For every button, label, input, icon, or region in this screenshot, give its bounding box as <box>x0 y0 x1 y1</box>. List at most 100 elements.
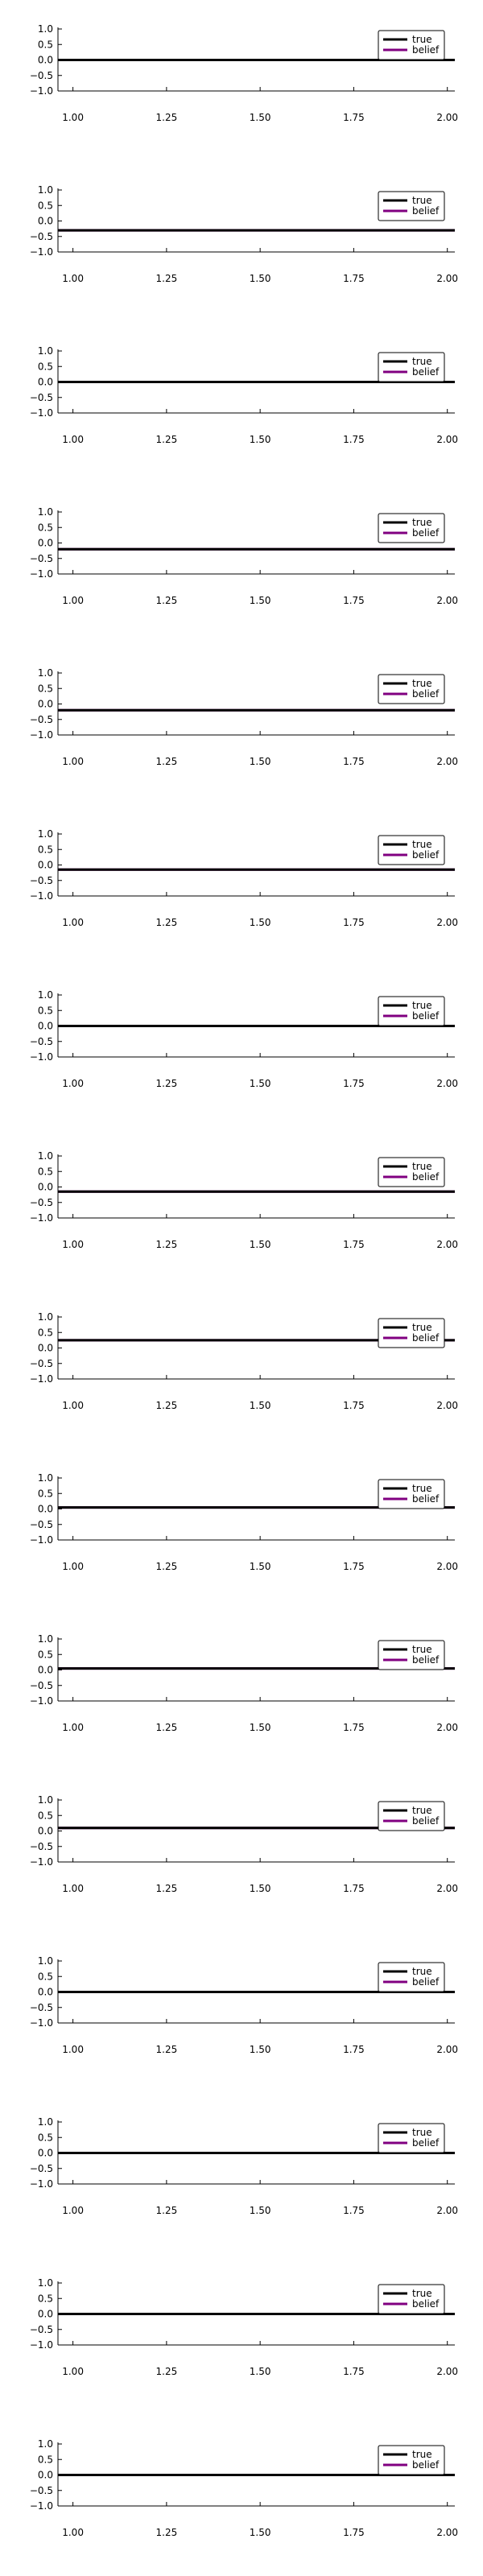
legend-label-true: true <box>412 1966 432 1977</box>
legend-label-belief: belief <box>412 688 440 700</box>
y-tick-label: 1.0 <box>38 345 53 357</box>
y-tick-label: −0.5 <box>30 1841 53 1852</box>
y-tick-label: −1.0 <box>30 1373 53 1385</box>
x-tick-label: 1.00 <box>62 1239 84 1250</box>
x-tick-label: 1.75 <box>343 2205 365 2216</box>
x-tick-label: 1.00 <box>62 2044 84 2055</box>
legend-label-true: true <box>412 2127 432 2138</box>
x-tick-label: 1.75 <box>343 1883 365 1894</box>
legend-box <box>378 1640 445 1670</box>
y-tick-label: 0.5 <box>38 683 53 694</box>
legend-label-true: true <box>412 839 432 850</box>
x-tick-label: 1.75 <box>343 434 365 445</box>
y-tick-label: 1.0 <box>38 1472 53 1484</box>
y-tick-label: 1.0 <box>38 1150 53 1162</box>
y-tick-label: 0.5 <box>38 1971 53 1982</box>
legend-label-true: true <box>412 356 432 367</box>
y-tick-label: −1.0 <box>30 407 53 419</box>
y-tick-label: −1.0 <box>30 85 53 97</box>
y-tick-label: 1.0 <box>38 1311 53 1323</box>
x-tick-label: 1.50 <box>250 1883 271 1894</box>
x-tick-label: 1.25 <box>156 1078 178 1089</box>
x-tick-label: 1.50 <box>250 2205 271 2216</box>
x-tick-label: 2.00 <box>436 917 458 928</box>
x-tick-label: 1.25 <box>156 595 178 606</box>
legend-box <box>378 1801 445 1831</box>
y-tick-label: 0.0 <box>38 55 53 66</box>
legend-box <box>378 30 445 60</box>
y-tick-label: −0.5 <box>30 1358 53 1369</box>
y-tick-label: 0.5 <box>38 522 53 533</box>
subplot-12: 1.0 0.5 0.0 −0.5 −1.0 1.00 1.25 1.50 1.75 2.00 tru… <box>30 1794 458 1894</box>
x-tick-label: 1.50 <box>250 434 271 445</box>
x-tick-label: 1.00 <box>62 1722 84 1733</box>
y-tick-label: 0.0 <box>38 860 53 871</box>
y-tick-label: 0.0 <box>38 377 53 388</box>
x-tick-label: 2.00 <box>436 2366 458 2377</box>
x-tick-label: 2.00 <box>436 112 458 123</box>
subplot-1: 1.0 0.5 0.0 −0.5 −1.0 1.00 1.25 1.50 1.75 2.00 tru… <box>30 23 458 123</box>
subplot-5: 1.0 0.5 0.0 −0.5 −1.0 1.00 1.25 1.50 1.75 2.00 tru… <box>30 667 458 767</box>
legend-label-belief: belief <box>412 1010 440 1022</box>
y-tick-label: −1.0 <box>30 2178 53 2190</box>
legend-label-belief: belief <box>412 849 440 861</box>
x-tick-label: 1.75 <box>343 917 365 928</box>
x-tick-label: 1.50 <box>250 595 271 606</box>
y-tick-label: 0.0 <box>38 1665 53 1676</box>
y-tick-label: −0.5 <box>30 1197 53 1208</box>
x-tick-label: 2.00 <box>436 595 458 606</box>
y-tick-label: 1.0 <box>38 506 53 518</box>
x-tick-label: 1.75 <box>343 1561 365 1572</box>
y-tick-label: −1.0 <box>30 2017 53 2029</box>
legend-label-belief: belief <box>412 205 440 217</box>
y-tick-label: −0.5 <box>30 231 53 242</box>
x-tick-label: 1.00 <box>62 595 84 606</box>
y-tick-label: −1.0 <box>30 729 53 741</box>
y-tick-label: −1.0 <box>30 568 53 580</box>
y-tick-label: 0.5 <box>38 361 53 372</box>
y-tick-label: −1.0 <box>30 1051 53 1063</box>
x-tick-label: 1.75 <box>343 1078 365 1089</box>
subplot-3: 1.0 0.5 0.0 −0.5 −1.0 1.00 1.25 1.50 1.75 2.00 tru… <box>30 345 458 445</box>
x-tick-label: 1.00 <box>62 2205 84 2216</box>
y-tick-label: 0.5 <box>38 2293 53 2304</box>
y-tick-label: 1.0 <box>38 828 53 840</box>
y-tick-label: 0.5 <box>38 1327 53 1338</box>
y-tick-label: 0.0 <box>38 1504 53 1515</box>
y-tick-label: 0.5 <box>38 39 53 50</box>
x-tick-label: 1.50 <box>250 112 271 123</box>
x-tick-label: 2.00 <box>436 1400 458 1411</box>
x-tick-label: 1.25 <box>156 2366 178 2377</box>
legend-box <box>378 835 445 865</box>
x-tick-label: 2.00 <box>436 2044 458 2055</box>
x-tick-label: 1.25 <box>156 1239 178 1250</box>
legend-label-true: true <box>412 1161 432 1172</box>
x-tick-label: 1.00 <box>62 1883 84 1894</box>
subplot-9: 1.0 0.5 0.0 −0.5 −1.0 1.00 1.25 1.50 1.75 2.00 tru… <box>30 1311 458 1411</box>
legend-box <box>378 191 445 221</box>
x-tick-label: 2.00 <box>436 1883 458 1894</box>
x-tick-label: 1.25 <box>156 2044 178 2055</box>
x-tick-label: 1.50 <box>250 1400 271 1411</box>
x-tick-label: 2.00 <box>436 756 458 767</box>
x-tick-label: 1.00 <box>62 2366 84 2377</box>
y-tick-label: 0.0 <box>38 2148 53 2159</box>
legend-box <box>378 674 445 704</box>
x-tick-label: 1.75 <box>343 1722 365 1733</box>
legend-label-belief: belief <box>412 2459 440 2471</box>
x-tick-label: 1.50 <box>250 1239 271 1250</box>
y-tick-label: −1.0 <box>30 2339 53 2351</box>
legend-label-belief: belief <box>412 1815 440 1827</box>
y-tick-label: 0.5 <box>38 1488 53 1499</box>
y-tick-label: −1.0 <box>30 1856 53 1868</box>
y-tick-label: 0.5 <box>38 200 53 211</box>
x-tick-label: 1.00 <box>62 434 84 445</box>
y-tick-label: 1.0 <box>38 184 53 196</box>
